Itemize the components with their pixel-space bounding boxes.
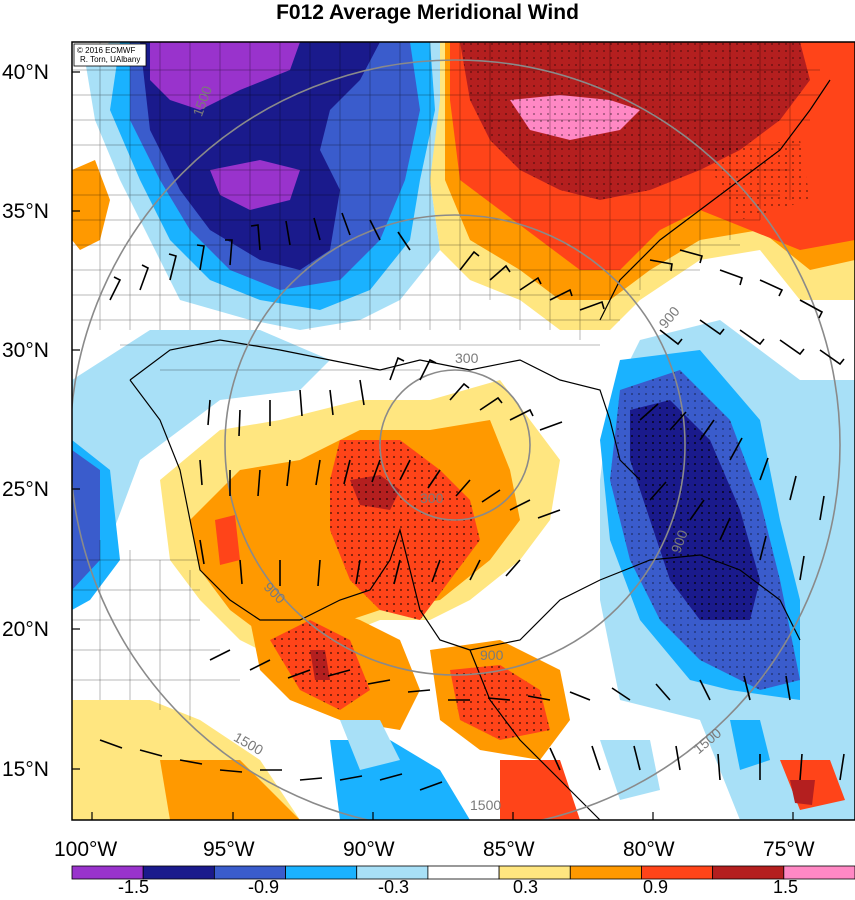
lat-label: 25°N <box>2 478 49 501</box>
map-title: F012 Average Meridional Wind <box>276 1 579 24</box>
colorbar-tick-label: 0.3 <box>513 877 538 897</box>
credit-box: © 2016 ECMWF R. Torn, UAlbany <box>73 43 147 67</box>
lat-label: 20°N <box>2 618 49 641</box>
plot-area: 300 300 900 900 900 900 1500 1500 1500 1… <box>72 42 855 820</box>
colorbar-tick-label: -1.5 <box>118 877 149 897</box>
credit-author: R. Torn, UAlbany <box>80 55 140 64</box>
range-rings <box>72 59 841 820</box>
lon-label: 85°W <box>483 838 535 861</box>
lon-tick-marks <box>91 812 794 820</box>
longitude-labels: 100°W 95°W 90°W 85°W 80°W 75°W <box>54 838 815 861</box>
colorbar-swatch <box>783 865 855 880</box>
colorbar-ticks: -1.5 -0.9 -0.3 0.3 0.9 1.5 <box>118 877 798 897</box>
contour-label: 300 <box>420 490 444 506</box>
lat-label: 40°N <box>2 61 49 84</box>
colorbar-swatch <box>285 865 358 880</box>
colorbar-tick-label: -0.3 <box>378 877 409 897</box>
credit-copyright: © 2016 ECMWF <box>77 46 135 55</box>
lat-label: 15°N <box>2 758 49 781</box>
lon-label: 95°W <box>203 838 255 861</box>
contour-label: 300 <box>455 350 479 366</box>
latitude-labels: 40°N 35°N 30°N 25°N 20°N 15°N <box>2 61 49 781</box>
colorbar-tick-label: -0.9 <box>248 877 279 897</box>
colorbar <box>71 865 855 880</box>
colorbar-swatch <box>142 865 215 880</box>
lat-label: 35°N <box>2 200 49 223</box>
contour-label: 1500 <box>470 797 501 813</box>
lon-label: 75°W <box>763 838 815 861</box>
political-boundaries <box>72 42 820 720</box>
coastlines <box>129 79 831 820</box>
lon-label: 90°W <box>343 838 395 861</box>
colorbar-tick-label: 0.9 <box>643 877 668 897</box>
lon-label: 80°W <box>623 838 675 861</box>
colorbar-swatch <box>569 865 642 880</box>
lon-label: 100°W <box>54 838 117 861</box>
colorbar-tick-label: 1.5 <box>773 877 798 897</box>
shading-layer <box>72 42 855 820</box>
colorbar-swatch <box>427 865 500 880</box>
contour-label: 900 <box>480 647 504 663</box>
lat-tick-marks <box>72 71 80 770</box>
wind-barbs <box>99 212 845 791</box>
contour-label: 900 <box>668 527 691 555</box>
lat-label: 30°N <box>2 339 49 362</box>
plot-frame <box>71 41 855 821</box>
